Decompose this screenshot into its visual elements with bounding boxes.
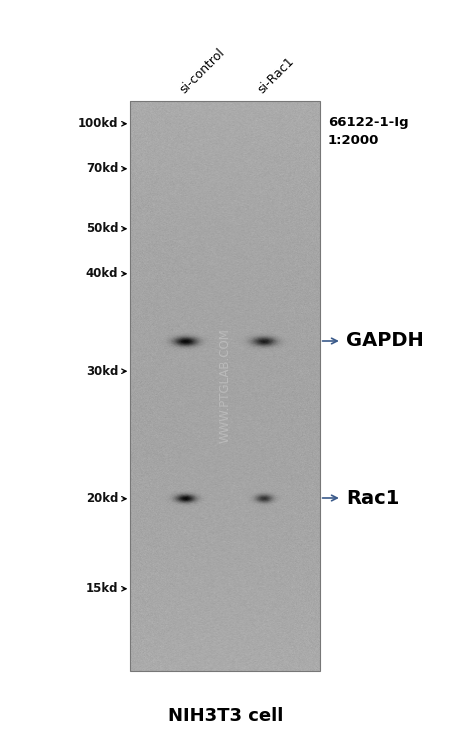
Text: 100kd: 100kd (78, 117, 118, 130)
Text: WWW.PTGLAB.COM: WWW.PTGLAB.COM (218, 328, 231, 443)
Bar (130, 101, 319, 671)
Text: NIH3T3 cell: NIH3T3 cell (168, 707, 282, 725)
Text: 15kd: 15kd (85, 582, 118, 596)
Text: 20kd: 20kd (86, 492, 118, 506)
Text: 70kd: 70kd (86, 162, 118, 176)
Text: 50kd: 50kd (85, 222, 118, 236)
Text: 40kd: 40kd (85, 267, 118, 280)
Text: si-control: si-control (177, 46, 227, 96)
Text: GAPDH: GAPDH (345, 332, 423, 350)
Text: 30kd: 30kd (86, 364, 118, 378)
Text: 1:2000: 1:2000 (327, 134, 378, 147)
Text: Rac1: Rac1 (345, 488, 398, 508)
Text: 66122-1-Ig: 66122-1-Ig (327, 116, 408, 129)
Text: si-Rac1: si-Rac1 (255, 55, 296, 96)
